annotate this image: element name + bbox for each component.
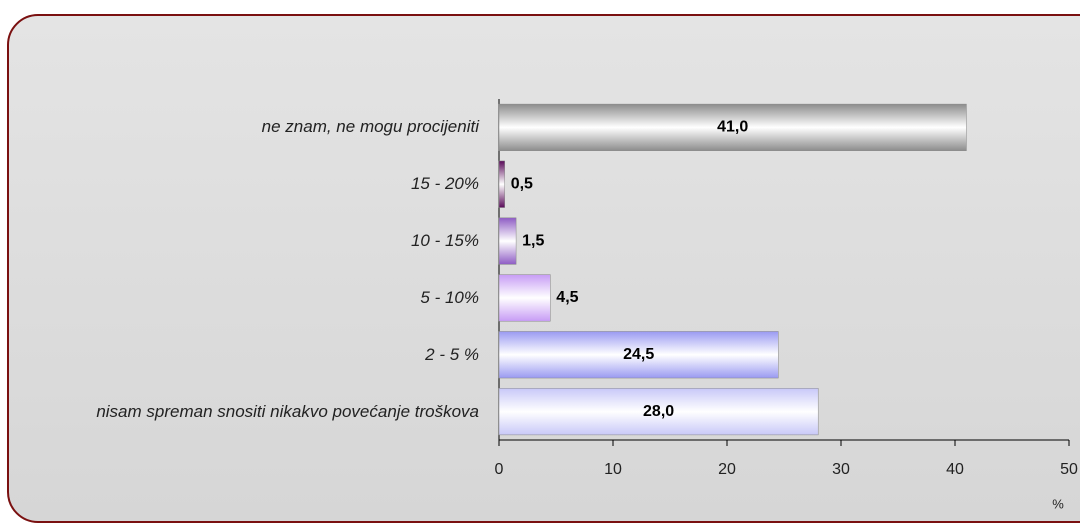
y-tick-label: 2 - 5 % bbox=[425, 344, 479, 364]
bar bbox=[498, 160, 505, 208]
y-tick-label: nisam spreman snositi nikakvo povećanje … bbox=[96, 401, 479, 421]
bar bbox=[498, 217, 517, 265]
x-tick-label: 50 bbox=[1060, 461, 1078, 478]
value-label: 28,0 bbox=[643, 403, 674, 420]
x-tick-label: 10 bbox=[604, 461, 622, 478]
value-label: 4,5 bbox=[556, 289, 578, 306]
y-tick-label: 10 - 15% bbox=[410, 231, 479, 251]
bar bbox=[498, 103, 967, 151]
x-tick-label: 40 bbox=[946, 461, 964, 478]
value-label: 24,5 bbox=[623, 346, 654, 363]
y-tick-label: ne znam, ne mogu procijeniti bbox=[261, 117, 479, 137]
y-tick-label: 5 - 10% bbox=[420, 287, 479, 307]
x-axis-label: % bbox=[1052, 496, 1064, 511]
chart-border bbox=[7, 14, 1080, 523]
bar bbox=[498, 331, 779, 379]
value-label: 1,5 bbox=[522, 232, 544, 249]
value-label: 41,0 bbox=[717, 119, 748, 136]
value-label: 0,5 bbox=[511, 175, 533, 192]
x-tick-label: 30 bbox=[832, 461, 850, 478]
bar bbox=[498, 274, 551, 322]
x-tick-label: 0 bbox=[495, 461, 504, 478]
x-tick-label: 20 bbox=[718, 461, 736, 478]
bar bbox=[498, 388, 819, 436]
y-tick-label: 15 - 20% bbox=[410, 174, 479, 194]
